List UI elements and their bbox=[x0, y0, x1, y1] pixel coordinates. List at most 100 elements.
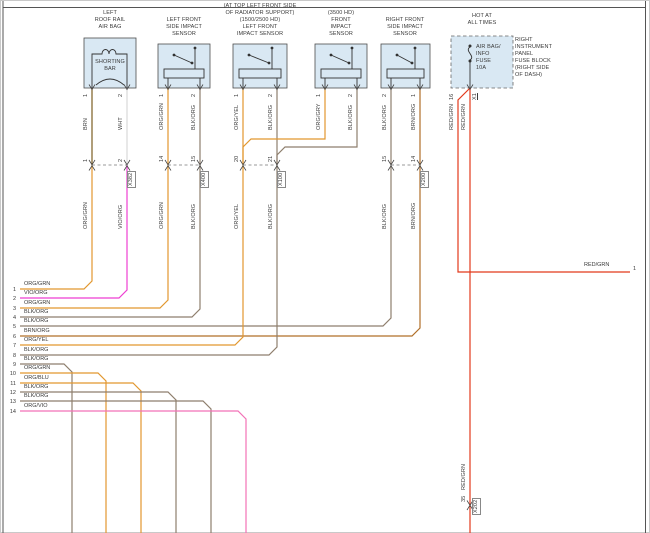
pin-number: 2 bbox=[118, 93, 124, 97]
connector-id: X100 bbox=[277, 170, 286, 188]
connector-pin: 1 bbox=[83, 158, 89, 162]
connector-id: X400 bbox=[200, 170, 209, 188]
pin-list-label: BLK/ORG bbox=[24, 309, 49, 315]
pin-list-number: 5 bbox=[12, 324, 16, 330]
pin-number: 2 bbox=[382, 93, 388, 97]
wire-label: ORG/GRN bbox=[159, 202, 165, 229]
title-left-front-side-impact-sensor: LEFT FRONT SIDE IMPACT SENSOR bbox=[166, 17, 202, 37]
pin-list-number: 9 bbox=[12, 362, 16, 368]
wire-label: BLK/ORG bbox=[268, 104, 274, 130]
wire-label: ORG/GRN bbox=[159, 103, 165, 130]
pin-list-label: BLK/ORG bbox=[24, 318, 49, 324]
wire-orgblu bbox=[20, 382, 142, 533]
left-front-sensor-box bbox=[232, 43, 288, 89]
wire-orggry bbox=[242, 88, 326, 163]
connector-id: X200 bbox=[420, 170, 429, 188]
title-front-impact-sensor: (3500 HD) FRONT IMPACT SENSOR bbox=[327, 10, 355, 37]
shorting-bar-arc bbox=[95, 78, 125, 86]
fuse-block-box bbox=[450, 35, 514, 89]
right-side-sensor-box bbox=[380, 43, 431, 89]
component-symbols bbox=[91, 44, 473, 88]
fuse-symbol bbox=[467, 44, 473, 88]
pin-list-number: 13 bbox=[9, 399, 16, 405]
wire-label: RED/GRN bbox=[461, 103, 467, 130]
wire-label: BLK/ORG bbox=[191, 104, 197, 130]
pin-list-number: 12 bbox=[9, 390, 16, 396]
wire-label: RED/GRN bbox=[461, 463, 467, 490]
wire-label: ORG/YEL bbox=[234, 203, 240, 229]
pin-list-number: 1 bbox=[12, 287, 16, 293]
wire-blkorg bbox=[20, 165, 278, 356]
wire-label: WHT bbox=[118, 117, 124, 130]
wire-label: BLK/ORG bbox=[268, 203, 274, 229]
wire-label: RED/GRN bbox=[449, 103, 455, 130]
wire-orggrn bbox=[20, 165, 169, 309]
connector-pin: 21 bbox=[268, 155, 274, 162]
impact-sensor-symbol bbox=[320, 46, 362, 88]
wire-blkorg bbox=[20, 165, 392, 327]
connector-id: X202 bbox=[472, 497, 481, 515]
label-air-bag-fuse: AIR BAG/ INFO FUSE 10A bbox=[476, 44, 501, 71]
connector-id: X382 bbox=[127, 170, 136, 188]
pin-list-label: ORG/GRN bbox=[24, 365, 51, 371]
title-left-front-impact-sensor: (AT TOP LEFT FRONT SIDE OF RADIATOR SUPP… bbox=[223, 3, 297, 37]
wire-label: ORG/GRN bbox=[83, 202, 89, 229]
wire-orgyel bbox=[20, 165, 244, 346]
wire-redgrn-feed bbox=[457, 87, 630, 273]
title-right-front-side-impact-sensor: RIGHT FRONT SIDE IMPACT SENSOR bbox=[385, 17, 425, 37]
pin-list-number: 8 bbox=[12, 353, 16, 359]
impact-sensor-symbol bbox=[386, 46, 425, 88]
wire-blkorg bbox=[20, 391, 177, 533]
pin-list-label: BLK/ORG bbox=[24, 347, 49, 353]
connector-pin: 35 bbox=[461, 495, 467, 502]
connector-pin: 14 bbox=[411, 155, 417, 162]
label-fuse-block: RIGHT INSTRUMENT PANEL FUSE BLOCK (RIGHT… bbox=[515, 37, 553, 78]
pin-list-label: BLK/ORG bbox=[24, 356, 49, 362]
pin-list-number: 10 bbox=[9, 371, 16, 377]
connector-id: X1 bbox=[472, 93, 478, 100]
connector-pin: 2 bbox=[118, 158, 124, 162]
wire-blkorg bbox=[276, 88, 358, 163]
pin-number: 1 bbox=[159, 93, 165, 97]
pin-number: 1 bbox=[633, 266, 637, 272]
wires bbox=[20, 87, 630, 533]
airbag-squib-symbol bbox=[91, 49, 128, 88]
wire-label: BRN/ORG bbox=[411, 103, 417, 130]
pin-number: 2 bbox=[268, 93, 274, 97]
pin-list-label: ORG/GRN bbox=[24, 300, 51, 306]
pin-list-label: BRN/ORG bbox=[24, 328, 50, 334]
connector-pin: 15 bbox=[191, 155, 197, 162]
inline-connectors bbox=[88, 84, 474, 511]
label-shorting-bar: SHORTING BAR bbox=[95, 59, 125, 72]
pin-list-number: 6 bbox=[12, 334, 16, 340]
pin-number: 1 bbox=[234, 93, 240, 97]
connector-pin: 20 bbox=[234, 155, 240, 162]
wire-blkorg bbox=[20, 363, 73, 533]
pin-list-number: 4 bbox=[12, 315, 16, 321]
front-sensor-box bbox=[314, 43, 368, 89]
pin-list-number: 14 bbox=[9, 409, 16, 415]
pin-number: 2 bbox=[191, 93, 197, 97]
wire-blkorg bbox=[20, 165, 201, 318]
pin-number: 1 bbox=[411, 93, 417, 97]
impact-sensor-symbol bbox=[238, 46, 282, 88]
wire-label: ORG/GRY bbox=[316, 103, 322, 130]
label-hot-at-all-times: HOT AT ALL TIMES bbox=[467, 13, 497, 26]
wire-label: RED/GRN bbox=[584, 262, 610, 268]
wire-orgvio bbox=[20, 410, 247, 533]
wire-label: BLK/ORG bbox=[382, 203, 388, 229]
pin-list-number: 2 bbox=[12, 296, 16, 302]
pin-number: 1 bbox=[83, 93, 89, 97]
pin-list-number: 11 bbox=[10, 381, 16, 387]
pin-list-number: 3 bbox=[12, 306, 16, 312]
wire-label: ORG/YEL bbox=[234, 104, 240, 130]
wire-vioorg bbox=[20, 165, 128, 299]
pin-list-number: 7 bbox=[12, 343, 16, 349]
connector-chevrons-upper bbox=[88, 159, 424, 166]
pin-number: 16 bbox=[449, 93, 455, 100]
wire-label: BLK/ORG bbox=[191, 203, 197, 229]
wire-blkorg bbox=[20, 400, 212, 533]
wire-label: BLK/ORG bbox=[382, 104, 388, 130]
